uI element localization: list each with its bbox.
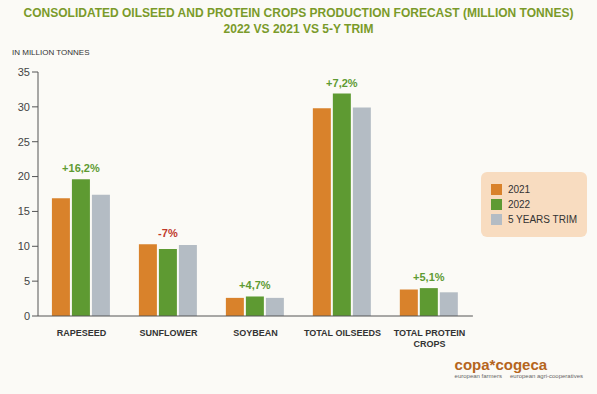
svg-text:TOTAL OILSEEDS: TOTAL OILSEEDS <box>304 328 381 338</box>
svg-text:-7%: -7% <box>158 227 178 239</box>
svg-text:+16,2%: +16,2% <box>62 162 100 174</box>
svg-text:SUNFLOWER: SUNFLOWER <box>139 328 197 338</box>
html-text:2021: 2021 <box>507 183 531 195</box>
svg-text:+5,1%: +5,1% <box>413 271 445 283</box>
svg-text:15: 15 <box>18 205 30 217</box>
html-text:5 YEARS TRIM: 5 YEARS TRIM <box>507 213 577 225</box>
svg-text:20: 20 <box>18 170 30 182</box>
svg-text:10: 10 <box>18 240 30 252</box>
html-text:copa*cogeca: copa*cogeca <box>454 356 548 373</box>
svg-text:35: 35 <box>18 66 30 78</box>
html-text:CONSOLIDATED OILSEED AND PROTE: CONSOLIDATED OILSEED AND PROTEIN CROPS P… <box>23 6 574 20</box>
html-text:IN MILLION TONNES: IN MILLION TONNES <box>12 48 90 57</box>
html-text:2022 VS 2021 VS 5-Y TRIM: 2022 VS 2021 VS 5-Y TRIM <box>223 22 374 36</box>
html-text:european farmers: european farmers <box>454 373 502 379</box>
html-text:2022: 2022 <box>507 198 531 210</box>
html-text:european agri-cooperatives: european agri-cooperatives <box>510 373 583 379</box>
svg-text:5: 5 <box>24 275 30 287</box>
svg-text:0: 0 <box>24 310 30 322</box>
svg-text:25: 25 <box>18 136 30 148</box>
svg-text:RAPESEED: RAPESEED <box>57 328 107 338</box>
svg-text:+4,7%: +4,7% <box>239 279 271 291</box>
svg-text:TOTAL PROTEINCROPS: TOTAL PROTEINCROPS <box>394 328 466 349</box>
svg-text:30: 30 <box>18 101 30 113</box>
svg-text:+7,2%: +7,2% <box>326 77 358 89</box>
svg-text:SOYBEAN: SOYBEAN <box>233 328 278 338</box>
